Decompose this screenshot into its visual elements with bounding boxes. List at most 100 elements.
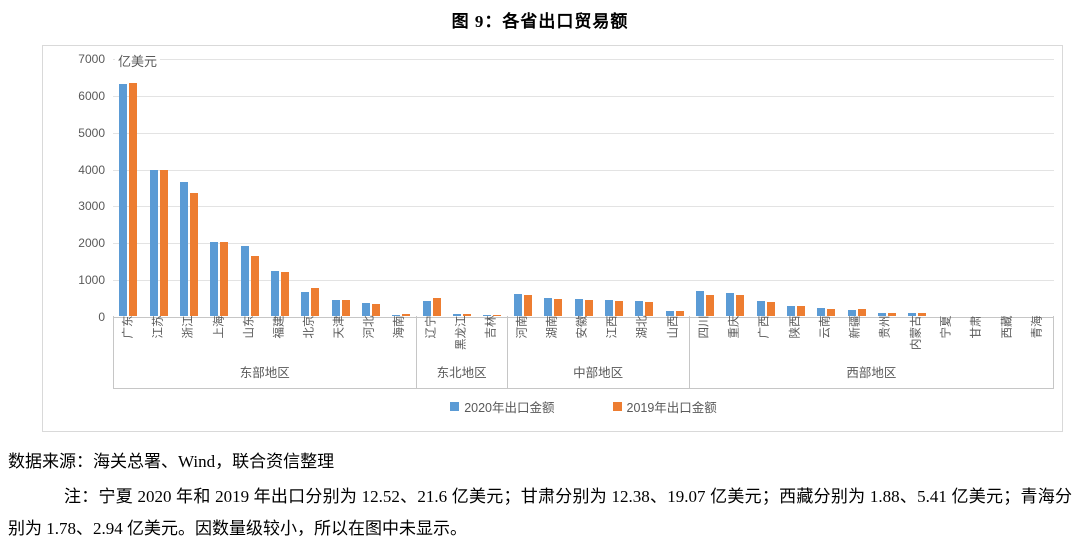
bar-pair-福建 — [265, 270, 295, 316]
x-axis-label-text: 北京 — [303, 315, 316, 339]
legend-item-2019: 2019年出口金额 — [612, 397, 717, 416]
bar-2019-天津 — [341, 299, 350, 316]
bar-pair-河北 — [356, 303, 386, 316]
bar-2019-黑龙江 — [463, 313, 472, 316]
bars-row — [508, 59, 690, 316]
figure-note: 注：宁夏 2020 年和 2019 年出口分别为 12.52、21.6 亿美元；… — [8, 487, 1072, 538]
bar-pair-云南 — [811, 307, 841, 316]
bar-pair-上海 — [204, 241, 234, 316]
figure-title: 图 9：各省出口贸易额 — [451, 12, 629, 31]
bar-2020-河北 — [362, 303, 371, 316]
bar-2020-海南 — [392, 314, 401, 316]
x-axis-label-text: 湖南 — [546, 315, 559, 339]
bar-2020-重庆 — [726, 292, 735, 316]
province-labels: 辽宁 黑龙江 吉林 — [417, 316, 507, 360]
gridline-4000 — [113, 169, 1054, 171]
x-axis-label-河北: 河北 — [355, 316, 385, 360]
x-axis-label-吉林: 吉林 — [477, 316, 507, 360]
x-axis-label-广西: 广西 — [750, 316, 780, 360]
gridline-1000 — [113, 280, 1054, 282]
category-axis-area: 河南 湖南 安徽 江西 湖北 山西中部地区 — [507, 316, 690, 389]
x-axis-label-广东: 广东 — [114, 316, 144, 360]
bar-pair-广东 — [113, 83, 143, 316]
bar-pair-湖北 — [629, 300, 659, 316]
y-axis-tick-label: 2000 — [78, 236, 105, 251]
x-axis-label-text: 陕西 — [789, 315, 802, 339]
x-axis-label-text: 宁夏 — [940, 315, 953, 339]
bar-2019-辽宁 — [432, 298, 441, 316]
province-labels: 四川 重庆 广西 陕西 云南 新疆 贵州 内蒙古 宁夏 甘肃 西藏 青海 — [690, 316, 1053, 360]
bar-2019-北京 — [311, 288, 320, 316]
bar-2020-湖北 — [635, 300, 644, 316]
bar-2020-安徽 — [574, 299, 583, 316]
x-axis-label-安徽: 安徽 — [568, 316, 598, 360]
x-axis-label-湖北: 湖北 — [628, 316, 658, 360]
bar-2020-天津 — [331, 299, 340, 316]
x-axis-label-陕西: 陕西 — [781, 316, 811, 360]
province-labels: 河南 湖南 安徽 江西 湖北 山西 — [508, 316, 689, 360]
bar-2020-江西 — [604, 300, 613, 316]
y-axis-tick-label: 0 — [98, 310, 105, 324]
x-axis-label-text: 福建 — [273, 315, 286, 339]
gridline-5000 — [113, 132, 1054, 134]
bar-2019-广东 — [129, 83, 138, 316]
bar-2019-云南 — [827, 309, 836, 316]
x-axis-label-黑龙江: 黑龙江 — [447, 316, 477, 360]
x-axis-label-text: 内蒙古 — [910, 315, 923, 351]
x-axis-label-text: 吉林 — [485, 315, 498, 339]
x-axis-label-重庆: 重庆 — [720, 316, 750, 360]
x-axis-label-福建: 福建 — [265, 316, 295, 360]
chart-legend: 2020年出口金额 2019年出口金额 — [113, 397, 1054, 416]
x-axis-label-text: 广东 — [122, 315, 135, 339]
legend-item-2020: 2020年出口金额 — [450, 397, 555, 416]
category-axis-area: 四川 重庆 广西 陕西 云南 新疆 贵州 内蒙古 宁夏 甘肃 西藏 青海 西部地区 — [689, 316, 1054, 389]
x-axis-label-text: 辽宁 — [425, 315, 438, 339]
bar-2020-吉林 — [483, 314, 492, 316]
x-axis-label-text: 黑龙江 — [455, 315, 468, 351]
bar-2019-新疆 — [857, 308, 866, 316]
bar-pair-湖南 — [538, 298, 568, 316]
bar-2020-福建 — [270, 270, 279, 316]
x-axis-label-text: 山东 — [243, 315, 256, 339]
x-axis-label-text: 重庆 — [728, 315, 741, 339]
region-label-西部地区: 西部地区 — [846, 366, 897, 380]
x-axis-label-山西: 山西 — [659, 316, 689, 360]
bar-2020-广东 — [119, 83, 128, 316]
x-axis-label-text: 四川 — [698, 315, 711, 339]
gridline-6000 — [113, 95, 1054, 97]
x-axis-label-甘肃: 甘肃 — [962, 316, 992, 360]
bar-2020-北京 — [301, 291, 310, 316]
bar-2020-新疆 — [847, 309, 856, 316]
bar-pair-安徽 — [568, 299, 598, 316]
x-axis-label-天津: 天津 — [325, 316, 355, 360]
region-group: 辽宁 黑龙江 吉林 东北地区 — [416, 59, 508, 389]
bar-2019-广西 — [766, 301, 775, 316]
x-axis-label-青海: 青海 — [1023, 316, 1053, 360]
bar-2019-河北 — [372, 303, 381, 316]
bar-2020-内蒙古 — [908, 313, 917, 316]
legend-swatch-2020 — [450, 402, 460, 411]
bar-2019-山西 — [675, 311, 684, 316]
y-axis-tick-label: 6000 — [78, 88, 105, 103]
x-axis-label-湖南: 湖南 — [538, 316, 568, 360]
bar-2019-湖南 — [554, 299, 563, 316]
legend-label: 2019年出口金额 — [626, 401, 717, 415]
bar-2019-吉林 — [493, 314, 502, 316]
bar-2019-浙江 — [189, 192, 198, 316]
x-axis-label-贵州: 贵州 — [871, 316, 901, 360]
gridline-0 — [113, 317, 1054, 318]
x-axis-label-浙江: 浙江 — [174, 316, 204, 360]
region-group: 广东 江苏 浙江 上海 山东 福建 北京 天津 河北 海南 东部地区 — [113, 59, 417, 389]
region-label-中部地区: 中部地区 — [573, 366, 624, 380]
legend-swatch-2019 — [612, 402, 622, 411]
bar-pair-北京 — [295, 288, 325, 316]
bar-2020-黑龙江 — [453, 313, 462, 316]
x-axis-label-辽宁: 辽宁 — [417, 316, 447, 360]
bar-2019-海南 — [402, 313, 411, 316]
bar-2020-湖南 — [544, 298, 553, 316]
bar-pair-内蒙古 — [902, 313, 932, 316]
x-axis-label-河南: 河南 — [508, 316, 538, 360]
bar-2020-辽宁 — [422, 300, 431, 316]
y-axis-tick-label: 3000 — [78, 199, 105, 214]
bars-row — [113, 59, 417, 316]
